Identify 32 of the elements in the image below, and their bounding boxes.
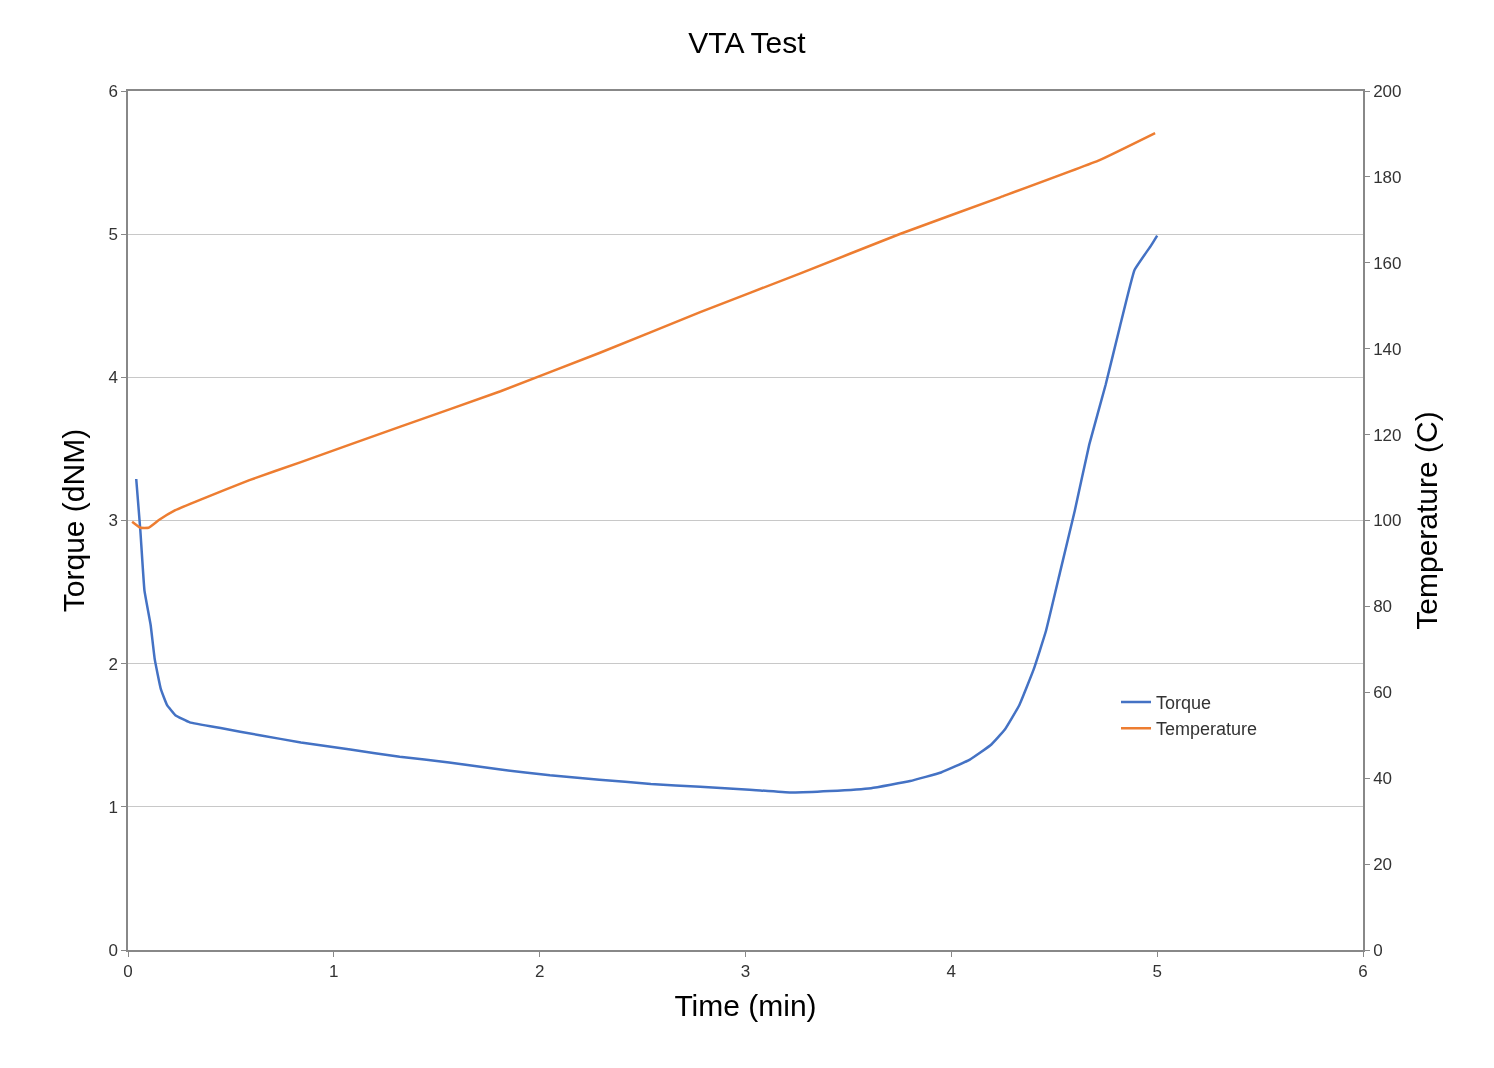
x-tick-label: 1	[329, 962, 339, 982]
y2-tick-label: 200	[1373, 81, 1402, 101]
y2-tick-label: 60	[1373, 683, 1393, 703]
y-tick-label: 0	[108, 940, 118, 960]
x-tick-label: 2	[534, 962, 545, 982]
x-tick-label: 5	[1152, 962, 1162, 982]
y2-tick-label: 180	[1373, 167, 1402, 187]
legend-label: Temperature	[1156, 719, 1258, 740]
y2-tick-label: 80	[1373, 597, 1393, 617]
y2-tick-label: 40	[1373, 769, 1393, 789]
x-tick-label: 0	[123, 962, 133, 982]
y-tick-label: 6	[108, 81, 118, 101]
y2-tick-label: 140	[1373, 339, 1402, 359]
y2-tick-label: 100	[1373, 511, 1402, 531]
x-tick-label: 6	[1358, 962, 1368, 982]
y-tick-label: 3	[108, 511, 118, 531]
y2-tick-label: 160	[1373, 253, 1402, 273]
y2-tick-label: 20	[1373, 855, 1393, 875]
x-tick-label: 3	[740, 962, 751, 982]
chart-title: VTA Test	[688, 26, 807, 60]
y-axis-title: Torque (dNM)	[56, 428, 90, 613]
y-tick-label: 2	[108, 654, 118, 674]
y-tick-label: 4	[108, 368, 118, 388]
y2-tick-label: 120	[1373, 425, 1402, 445]
y2-tick-label: 0	[1373, 940, 1383, 960]
x-tick-label: 4	[946, 962, 957, 982]
y2-axis-title: Temperature (C)	[1409, 411, 1443, 630]
y-tick-label: 1	[108, 797, 118, 817]
line-series	[130, 131, 1157, 530]
y-tick-label: 5	[108, 225, 118, 245]
x-axis-title: Time (min)	[674, 989, 817, 1023]
legend-label: Torque	[1156, 692, 1212, 713]
